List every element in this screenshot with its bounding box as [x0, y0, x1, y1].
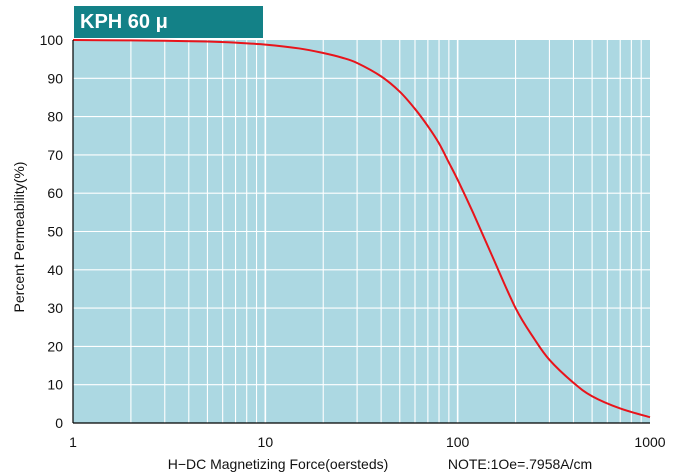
y-tick-label: 30: [47, 300, 63, 316]
y-tick-label: 0: [55, 415, 63, 431]
x-axis-note: NOTE:1Oe=.7958A/cm: [448, 456, 592, 472]
y-tick-label: 50: [47, 224, 63, 240]
y-tick-label: 40: [47, 262, 63, 278]
y-tick-label: 90: [47, 70, 63, 86]
title-banner: KPH 60 μ: [74, 6, 263, 38]
y-tick-label: 100: [40, 32, 64, 48]
y-tick-label: 60: [47, 185, 63, 201]
y-tick-label: 10: [47, 377, 63, 393]
chart-title: KPH 60 μ: [80, 11, 168, 33]
x-axis-label: H−DC Magnetizing Force(oersteds): [168, 456, 389, 472]
series-line-0: [72, 39, 651, 419]
y-tick-label: 80: [47, 109, 63, 125]
y-tick-label: 20: [47, 338, 63, 354]
x-tick-label: 1000: [634, 434, 665, 450]
x-tick-label: 100: [446, 434, 470, 450]
x-tick-label: 10: [258, 434, 274, 450]
y-tick-label: 70: [47, 147, 63, 163]
y-axis-label: Percent Permeability(%): [11, 162, 27, 313]
x-tick-label: 1: [69, 434, 77, 450]
